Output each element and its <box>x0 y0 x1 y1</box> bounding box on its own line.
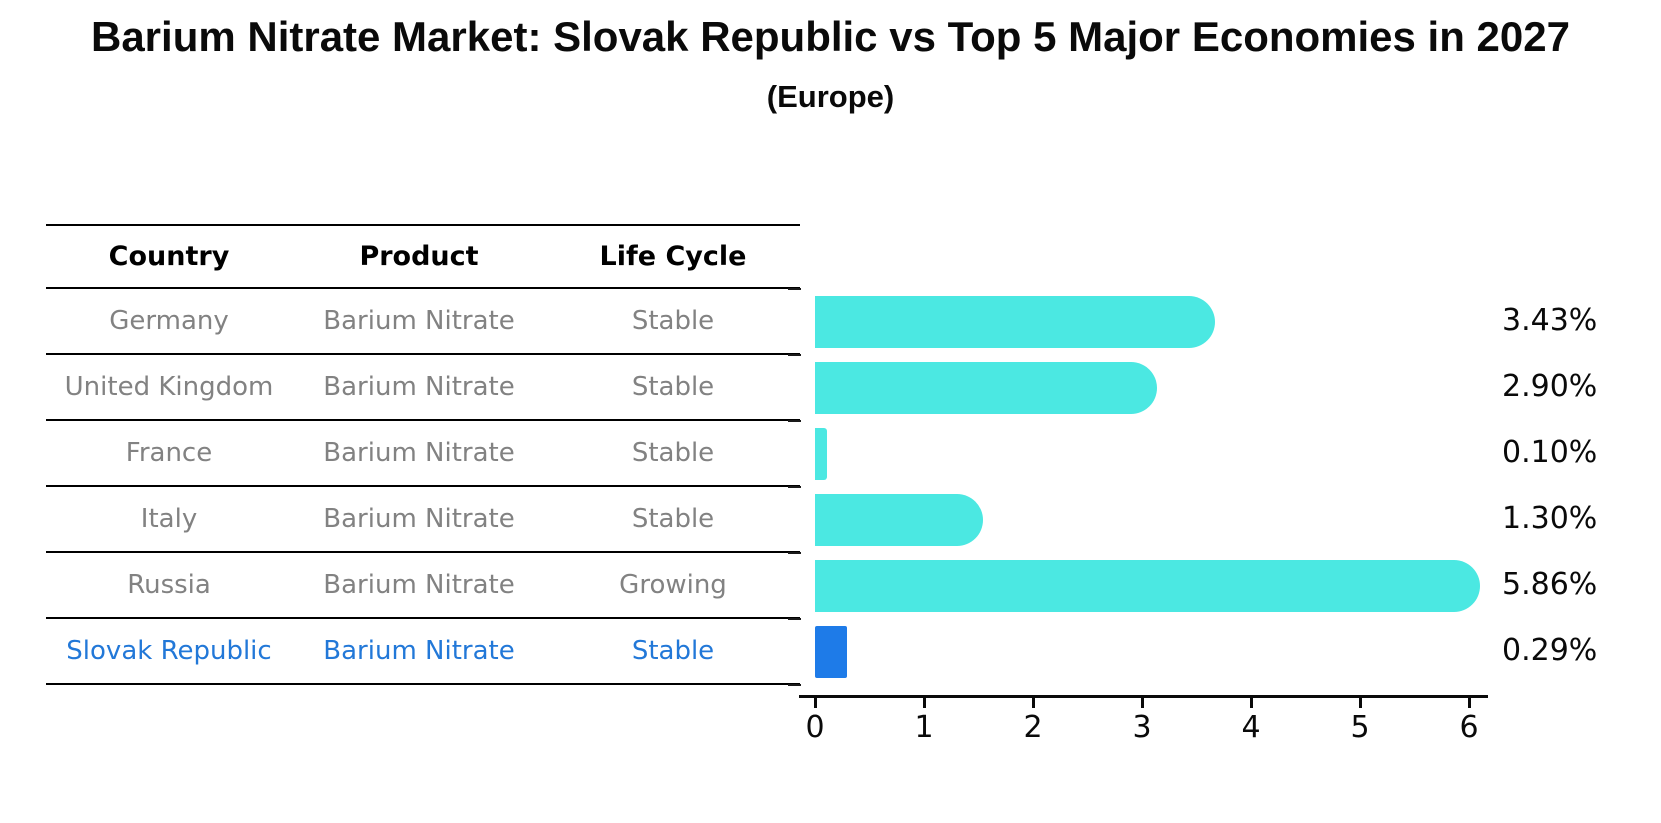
table-row: Italy Barium Nitrate Stable <box>46 487 800 553</box>
y-axis-tick <box>788 420 801 422</box>
bar-row <box>815 553 1515 619</box>
x-axis-tick-label: 3 <box>1132 710 1152 745</box>
x-axis-tick <box>1250 695 1253 708</box>
x-axis-tick <box>1032 695 1035 708</box>
bar-row <box>815 487 1515 553</box>
x-axis-tick <box>923 695 926 708</box>
y-axis-tick <box>788 288 801 290</box>
x-axis-tick-label: 6 <box>1459 710 1479 745</box>
bar-russia <box>815 560 1480 612</box>
y-axis-tick <box>788 354 801 356</box>
table-cell-product: Barium Nitrate <box>323 636 515 666</box>
y-axis-tick <box>788 552 801 554</box>
table-cell-life-cycle: Stable <box>631 438 715 468</box>
table-row: Slovak Republic Barium Nitrate Stable <box>46 619 800 685</box>
table-body: Germany Barium Nitrate Stable United Kingdo… <box>46 289 800 685</box>
x-axis-tick-label: 4 <box>1241 710 1261 745</box>
x-axis-tick-label: 0 <box>805 710 825 745</box>
table-row: United Kingdom Barium Nitrate Stable <box>46 355 800 421</box>
table-cell-country: Russia <box>127 570 211 600</box>
x-axis-tick-label: 2 <box>1023 710 1043 745</box>
table-header-country: Country <box>108 241 230 272</box>
table-cell-country: Slovak Republic <box>66 636 272 666</box>
table-cell-product: Barium Nitrate <box>323 504 515 534</box>
x-axis-tick <box>1141 695 1144 708</box>
table-cell-country: Italy <box>140 504 198 534</box>
table-cell-life-cycle: Stable <box>631 306 715 336</box>
table-cell-product: Barium Nitrate <box>323 372 515 402</box>
bar-row <box>815 619 1515 685</box>
value-label: 0.29% <box>1502 633 1598 668</box>
table-cell-life-cycle: Stable <box>631 636 715 666</box>
table-header-product: Product <box>359 241 479 272</box>
bar-chart-plot-area: 0 1 2 3 4 5 6 <box>788 288 1515 759</box>
y-axis-tick <box>788 486 801 488</box>
y-axis-tick <box>788 618 801 620</box>
x-axis-tick <box>1359 695 1362 708</box>
country-table: Country Product Life Cycle Germany Barium… <box>46 224 800 685</box>
value-label: 5.86% <box>1502 567 1598 602</box>
table-cell-life-cycle: Growing <box>619 570 727 600</box>
table-header-row: Country Product Life Cycle <box>46 224 800 289</box>
bar-row <box>815 421 1515 487</box>
table-cell-life-cycle: Stable <box>631 504 715 534</box>
value-label: 3.43% <box>1502 303 1598 338</box>
table-row: Germany Barium Nitrate Stable <box>46 289 800 355</box>
bar-germany <box>815 296 1215 348</box>
bar-italy <box>815 494 983 546</box>
x-axis-tick-label: 5 <box>1350 710 1370 745</box>
chart-title: Barium Nitrate Market: Slovak Republic v… <box>90 13 1570 60</box>
chart-subtitle: (Europe) <box>766 79 895 114</box>
table-cell-product: Barium Nitrate <box>323 306 515 336</box>
x-axis-tick <box>814 695 817 708</box>
bar-row <box>815 355 1515 421</box>
bar-united-kingdom <box>815 362 1158 414</box>
table-cell-country: United Kingdom <box>64 372 274 402</box>
value-label: 2.90% <box>1502 369 1598 404</box>
bar-highlight-slovak-republic <box>815 626 847 678</box>
table-row: France Barium Nitrate Stable <box>46 421 800 487</box>
table-header-life-cycle: Life Cycle <box>599 241 747 272</box>
table-row: Russia Barium Nitrate Growing <box>46 553 800 619</box>
table-cell-product: Barium Nitrate <box>323 438 515 468</box>
value-label: 1.30% <box>1502 501 1598 536</box>
table-cell-product: Barium Nitrate <box>323 570 515 600</box>
table-cell-country: France <box>125 438 213 468</box>
bar-france <box>815 428 827 480</box>
value-label: 0.10% <box>1502 435 1598 470</box>
table-cell-country: Germany <box>109 306 229 336</box>
x-axis-tick-label: 1 <box>914 710 934 745</box>
bar-row <box>815 289 1515 355</box>
table-cell-life-cycle: Stable <box>631 372 715 402</box>
x-axis-tick <box>1468 695 1471 708</box>
y-axis-tick <box>788 684 801 686</box>
